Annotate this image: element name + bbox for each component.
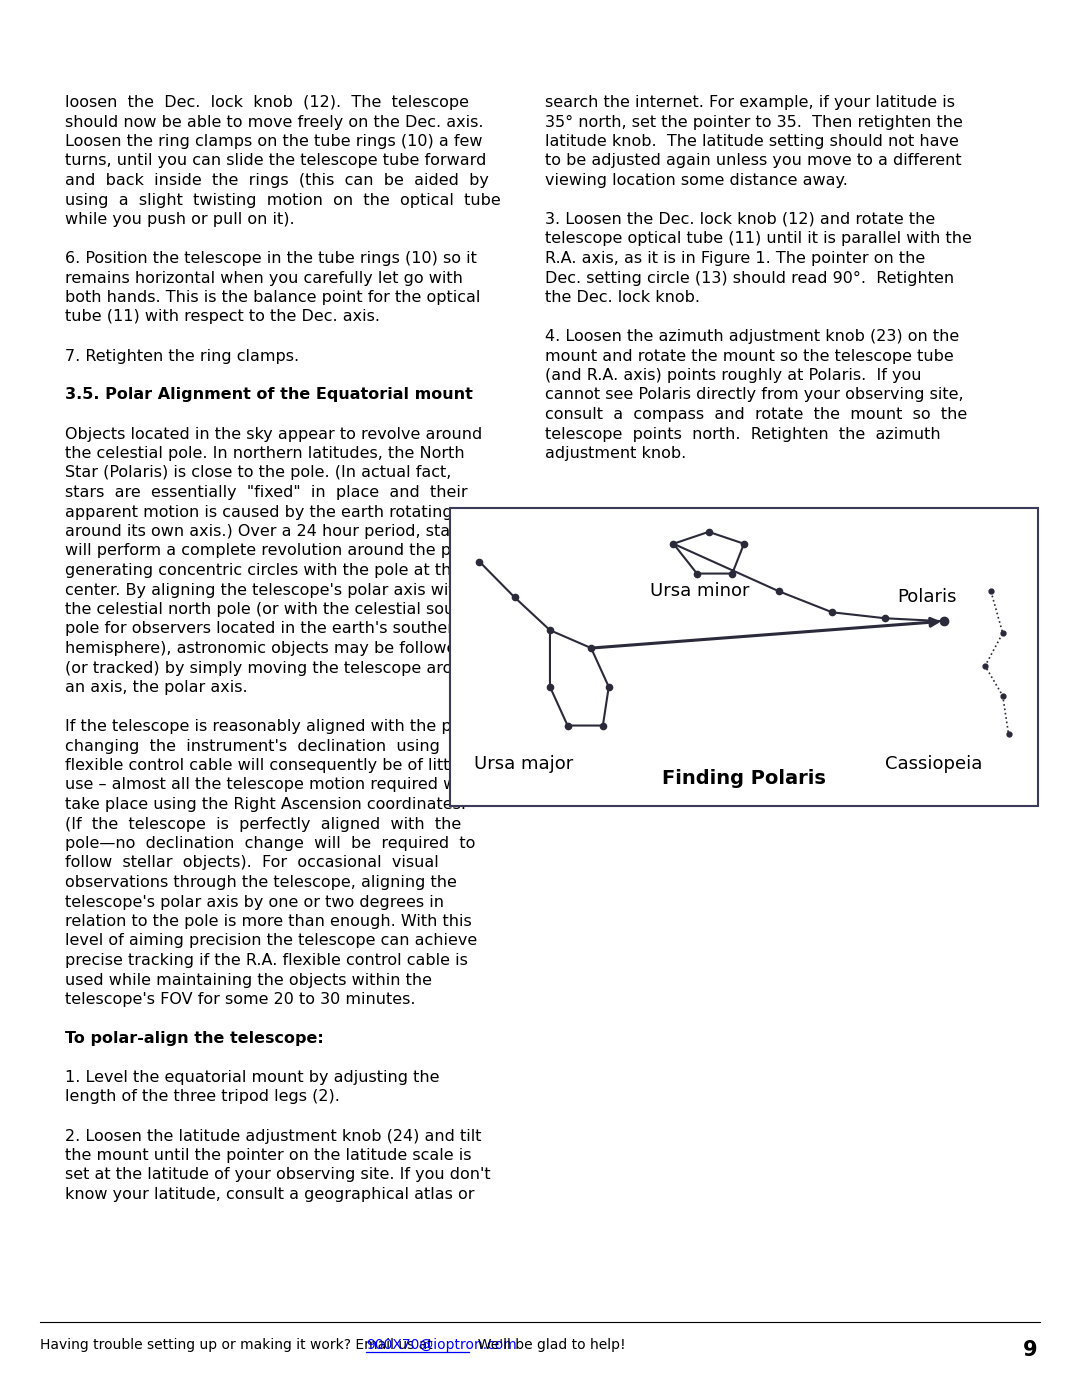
Text: should not make any further adjustments in the: should not make any further adjustments … [545,583,931,598]
Text: 900X70@ioptron.com: 900X70@ioptron.com [366,1338,517,1352]
Text: the Dec. lock knob.: the Dec. lock knob. [545,291,700,305]
Text: We'll be glad to help!: We'll be glad to help! [469,1338,625,1352]
Text: the celestial north pole (or with the celestial south: the celestial north pole (or with the ce… [65,602,471,617]
Text: changing  the  instrument's  declination  using  its: changing the instrument's declination us… [65,739,469,753]
Text: The equatorial mount is now polar aligned.: The equatorial mount is now polar aligne… [545,524,891,539]
Text: 4. Loosen the azimuth adjustment knob (23) on the: 4. Loosen the azimuth adjustment knob (2… [545,330,959,344]
Text: 6. Position the telescope in the tube rings (10) so it: 6. Position the telescope in the tube ri… [65,251,477,265]
Text: flexible control cable will consequently be of little: flexible control cable will consequently… [65,759,464,773]
Text: (or tracked) by simply moving the telescope around: (or tracked) by simply moving the telesc… [65,661,483,676]
Text: (If  the  telescope  is  perfectly  aligned  with  the: (If the telescope is perfectly aligned w… [65,816,461,831]
Text: about its R.A. and Dec. axes.: about its R.A. and Dec. axes. [545,661,777,676]
Text: Star (Polaris) is close to the pole. (In actual fact,: Star (Polaris) is close to the pole. (In… [65,465,451,481]
Text: telescope  points  north.  Retighten  the  azimuth: telescope points north. Retighten the az… [545,426,941,441]
Text: 3.5. Polar Alignment of the Equatorial mount: 3.5. Polar Alignment of the Equatorial m… [65,387,473,402]
Text: To polar-align the telescope:: To polar-align the telescope: [65,1031,324,1046]
Text: length of the three tripod legs (2).: length of the three tripod legs (2). [65,1090,340,1105]
Text: while you push or pull on it).: while you push or pull on it). [65,212,295,226]
Text: 7. Retighten the ring clamps.: 7. Retighten the ring clamps. [65,348,299,363]
Text: Having trouble setting up or making it work? Email us at: Having trouble setting up or making it w… [40,1338,437,1352]
Text: (and R.A. axis) points roughly at Polaris.  If you: (and R.A. axis) points roughly at Polari… [545,367,921,383]
Text: hemisphere), astronomic objects may be followed: hemisphere), astronomic objects may be f… [65,641,467,657]
Text: R.A. axis, as it is in Figure 1. The pointer on the: R.A. axis, as it is in Figure 1. The poi… [545,251,926,265]
Text: Dec. setting circle (13) should read 90°.  Retighten: Dec. setting circle (13) should read 90°… [545,271,954,285]
Text: observations through the telescope, aligning the: observations through the telescope, alig… [65,875,457,890]
Bar [450,509,1038,806]
Text: 3. Loosen the Dec. lock knob (12) and rotate the: 3. Loosen the Dec. lock knob (12) and ro… [545,212,935,226]
Text: around its own axis.) Over a 24 hour period, stars: around its own axis.) Over a 24 hour per… [65,524,465,539]
Text: telescope's FOV for some 20 to 30 minutes.: telescope's FOV for some 20 to 30 minute… [65,992,416,1007]
Text: If the telescope is reasonably aligned with the pole,: If the telescope is reasonably aligned w… [65,719,481,733]
Text: level of aiming precision the telescope can achieve: level of aiming precision the telescope … [65,933,477,949]
Text: 2. Loosen the latitude adjustment knob (24) and tilt: 2. Loosen the latitude adjustment knob (… [65,1129,482,1144]
Text: tube (11) with respect to the Dec. axis.: tube (11) with respect to the Dec. axis. [65,310,380,324]
Text: move the tripod. Doing so will undo the polar: move the tripod. Doing so will undo the … [545,622,909,637]
Text: Cassiopeia: Cassiopeia [886,756,983,774]
Text: use – almost all the telescope motion required will: use – almost all the telescope motion re… [65,778,470,792]
Text: using  a  slight  twisting  motion  on  the  optical  tube: using a slight twisting motion on the op… [65,193,501,208]
Text: cannot see Polaris directly from your observing site,: cannot see Polaris directly from your ob… [545,387,963,402]
Text: viewing location some distance away.: viewing location some distance away. [545,173,848,189]
Text: relation to the pole is more than enough. With this: relation to the pole is more than enough… [65,914,472,929]
Text: to be adjusted again unless you move to a different: to be adjusted again unless you move to … [545,154,961,169]
Text: Polaris: Polaris [896,588,957,606]
Text: precise tracking if the R.A. flexible control cable is: precise tracking if the R.A. flexible co… [65,953,468,968]
Text: should now be able to move freely on the Dec. axis.: should now be able to move freely on the… [65,115,484,130]
Text: Loosen the ring clamps on the tube rings (10) a few: Loosen the ring clamps on the tube rings… [65,134,483,149]
Text: alignment. The telescope should be moved only: alignment. The telescope should be moved… [545,641,932,657]
Text: an axis, the polar axis.: an axis, the polar axis. [65,680,247,694]
Text: consult  a  compass  and  rotate  the  mount  so  the: consult a compass and rotate the mount s… [545,407,968,422]
Text: apparent motion is caused by the earth rotating: apparent motion is caused by the earth r… [65,504,453,520]
Text: 1. Level the equatorial mount by adjusting the: 1. Level the equatorial mount by adjusti… [65,1070,440,1085]
Text: generating concentric circles with the pole at their: generating concentric circles with the p… [65,563,473,578]
Text: will perform a complete revolution around the pole,: will perform a complete revolution aroun… [65,543,481,559]
Text: know your latitude, consult a geographical atlas or: know your latitude, consult a geographic… [65,1187,474,1201]
Text: set at the latitude of your observing site. If you don't: set at the latitude of your observing si… [65,1168,490,1182]
Text: Ursa major: Ursa major [473,756,572,774]
Text: loosen  the  Dec.  lock  knob  (12).  The  telescope: loosen the Dec. lock knob (12). The tele… [65,95,469,110]
Text: the mount until the pointer on the latitude scale is: the mount until the pointer on the latit… [65,1148,472,1162]
Text: used while maintaining the objects within the: used while maintaining the objects withi… [65,972,432,988]
Text: stars  are  essentially  "fixed"  in  place  and  their: stars are essentially "fixed" in place a… [65,485,468,500]
Text: telescope's polar axis by one or two degrees in: telescope's polar axis by one or two deg… [65,894,444,909]
Text: adjustment knob.: adjustment knob. [545,446,686,461]
Text: latitude knob.  The latitude setting should not have: latitude knob. The latitude setting shou… [545,134,959,149]
Text: pole for observers located in the earth's southern: pole for observers located in the earth'… [65,622,464,637]
Text: From this point on in your observing session, you: From this point on in your observing ses… [545,563,941,578]
Text: 9: 9 [1023,1340,1037,1361]
Text: search the internet. For example, if your latitude is: search the internet. For example, if you… [545,95,955,110]
Text: azimuth or the latitude of the mount, nor should you: azimuth or the latitude of the mount, no… [545,602,970,617]
Text: the celestial pole. In northern latitudes, the North: the celestial pole. In northern latitude… [65,446,464,461]
Text: both hands. This is the balance point for the optical: both hands. This is the balance point fo… [65,291,481,305]
Text: pole—no  declination  change  will  be  required  to: pole—no declination change will be requi… [65,835,475,851]
Text: and  back  inside  the  rings  (this  can  be  aided  by: and back inside the rings (this can be a… [65,173,489,189]
Text: follow  stellar  objects).  For  occasional  visual: follow stellar objects). For occasional … [65,855,438,870]
Text: 35° north, set the pointer to 35.  Then retighten the: 35° north, set the pointer to 35. Then r… [545,115,963,130]
Text: telescope optical tube (11) until it is parallel with the: telescope optical tube (11) until it is … [545,232,972,246]
Text: Objects located in the sky appear to revolve around: Objects located in the sky appear to rev… [65,426,483,441]
Text: Ursa minor: Ursa minor [650,583,750,601]
Text: center. By aligning the telescope's polar axis with: center. By aligning the telescope's pola… [65,583,464,598]
Text: take place using the Right Ascension coordinates.: take place using the Right Ascension coo… [65,798,465,812]
Text: turns, until you can slide the telescope tube forward: turns, until you can slide the telescope… [65,154,486,169]
Text: remains horizontal when you carefully let go with: remains horizontal when you carefully le… [65,271,463,285]
Text: mount and rotate the mount so the telescope tube: mount and rotate the mount so the telesc… [545,348,954,363]
Text: Finding Polaris: Finding Polaris [662,768,826,788]
